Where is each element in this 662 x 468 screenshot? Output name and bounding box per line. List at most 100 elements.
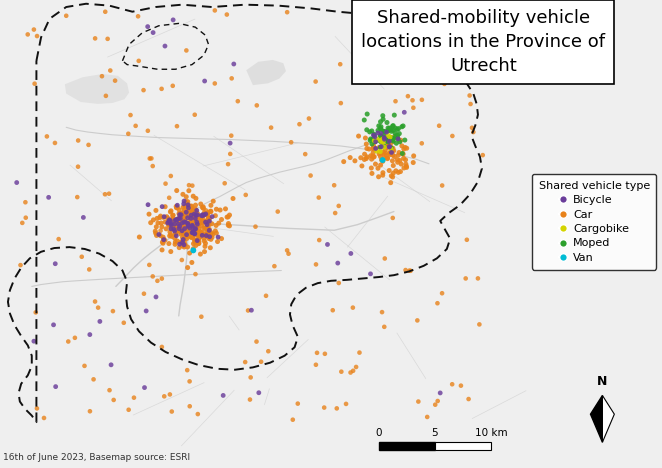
Point	[373, 127, 383, 134]
Point	[199, 237, 210, 245]
Point	[203, 208, 214, 216]
Point	[177, 239, 188, 246]
Point	[184, 378, 195, 385]
Point	[177, 217, 188, 224]
Point	[190, 220, 201, 228]
Point	[123, 130, 134, 138]
Point	[388, 145, 399, 152]
Point	[188, 227, 199, 234]
Point	[166, 224, 177, 231]
Point	[175, 223, 185, 230]
Point	[191, 207, 202, 214]
Point	[17, 219, 28, 227]
Point	[165, 208, 175, 216]
Point	[413, 398, 424, 405]
Point	[185, 225, 196, 233]
Point	[378, 148, 389, 155]
Point	[146, 154, 157, 162]
Point	[434, 122, 444, 130]
Point	[474, 321, 485, 328]
Point	[368, 154, 379, 161]
Point	[391, 132, 401, 139]
Point	[382, 144, 393, 151]
Point	[377, 112, 388, 119]
Point	[467, 124, 477, 132]
Point	[365, 135, 376, 143]
Point	[362, 110, 373, 118]
Point	[232, 97, 243, 105]
Point	[365, 137, 375, 144]
Point	[186, 234, 197, 241]
Point	[189, 215, 199, 223]
Point	[397, 123, 407, 131]
Point	[372, 135, 383, 143]
Point	[201, 224, 211, 232]
Point	[185, 224, 195, 232]
Point	[185, 212, 195, 219]
Point	[224, 222, 235, 230]
Point	[138, 290, 149, 298]
Point	[187, 229, 198, 236]
Point	[350, 157, 360, 165]
Point	[341, 400, 352, 408]
Point	[369, 153, 379, 161]
Point	[191, 212, 202, 219]
Point	[181, 220, 191, 227]
Point	[192, 210, 203, 217]
Point	[185, 219, 195, 227]
Point	[348, 367, 358, 374]
Point	[385, 148, 395, 156]
Point	[375, 123, 386, 131]
Point	[408, 104, 418, 111]
Point	[172, 216, 183, 223]
Point	[199, 77, 210, 85]
Point	[177, 190, 188, 198]
Point	[197, 219, 208, 227]
Point	[201, 225, 211, 232]
Point	[186, 215, 197, 222]
Point	[389, 147, 399, 154]
Point	[30, 309, 41, 316]
Point	[195, 232, 205, 239]
Point	[369, 137, 379, 144]
Point	[184, 228, 195, 235]
Point	[171, 203, 181, 210]
Point	[294, 120, 305, 128]
Point	[387, 136, 398, 144]
Point	[152, 215, 162, 222]
Point	[196, 230, 207, 238]
Point	[182, 212, 193, 219]
Point	[282, 8, 293, 16]
Point	[162, 214, 173, 222]
Point	[390, 124, 401, 132]
Point	[389, 153, 400, 161]
Point	[367, 135, 378, 143]
Point	[188, 245, 199, 252]
Point	[197, 211, 208, 219]
Point	[187, 234, 197, 241]
Point	[161, 225, 171, 233]
Point	[336, 368, 347, 375]
Point	[191, 219, 202, 226]
Point	[184, 207, 195, 215]
Point	[379, 150, 389, 158]
Point	[190, 225, 201, 232]
Point	[193, 214, 203, 221]
Point	[157, 203, 167, 210]
Point	[179, 243, 189, 251]
Point	[165, 228, 175, 236]
Point	[189, 111, 200, 118]
Point	[198, 218, 209, 226]
Point	[269, 263, 279, 270]
Point	[393, 132, 403, 139]
Point	[387, 122, 398, 130]
Point	[379, 142, 389, 150]
Point	[190, 237, 201, 244]
Point	[195, 250, 206, 258]
Point	[375, 144, 386, 151]
Point	[104, 387, 115, 394]
Point	[164, 218, 174, 225]
Point	[174, 244, 185, 251]
Point	[162, 219, 173, 227]
Point	[196, 313, 207, 321]
